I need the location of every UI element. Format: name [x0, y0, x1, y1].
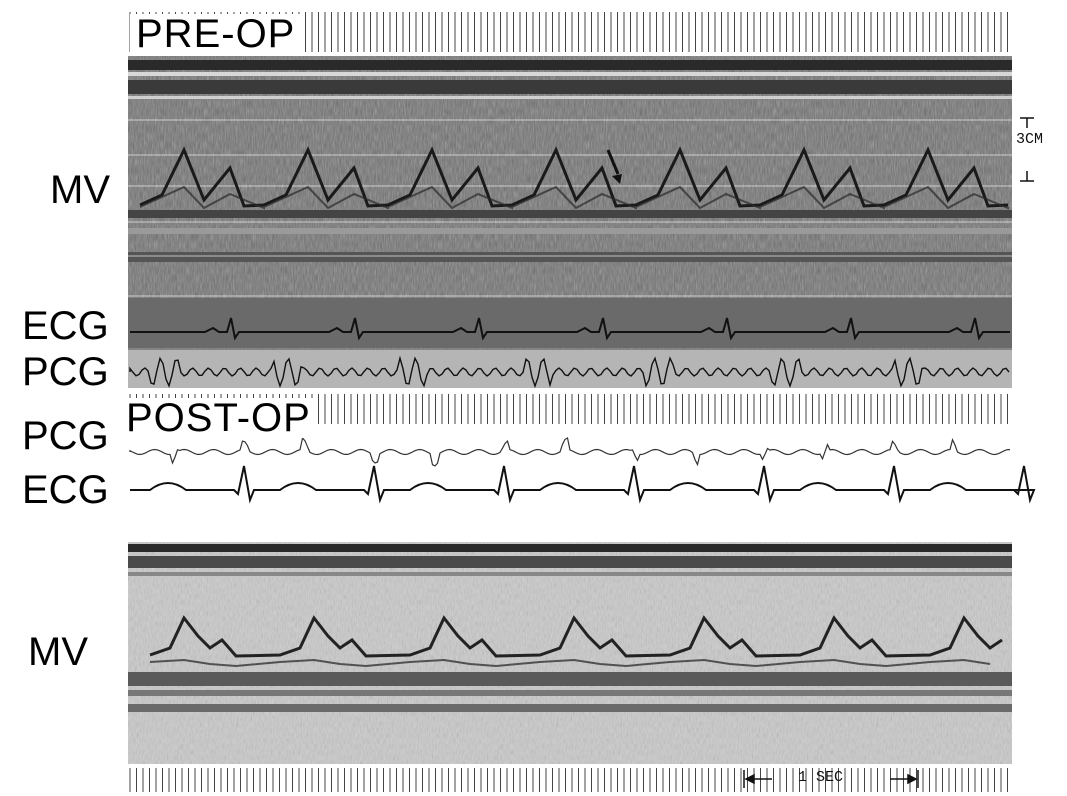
pre-op-band-4 — [128, 96, 1012, 99]
arrow-marker — [606, 149, 622, 184]
pre-op-ecg-strip — [128, 298, 1012, 348]
pre-op-band-6 — [128, 228, 1012, 234]
post-op-band-4 — [128, 672, 1012, 686]
time-tick-strip-bottom — [129, 768, 1008, 792]
pre-op-band-1 — [128, 60, 1012, 70]
time-scale-label: 1 SEC — [798, 769, 844, 786]
post-op-mv-trace-posterior — [149, 658, 991, 668]
depth-scale-label: 3CM — [1016, 131, 1044, 148]
time-scale-arrows — [743, 770, 919, 788]
pre-op-pcg-label: PCG — [22, 350, 109, 394]
post-op-mv-label: MV — [28, 630, 88, 674]
pre-op-band-2 — [128, 72, 1012, 76]
pre-op-mv-trace-posterior — [139, 185, 1009, 210]
pre-op-title: PRE-OP — [130, 14, 302, 54]
pre-op-mv-trace — [139, 146, 1009, 208]
pre-op-pcg-trace — [129, 355, 1010, 389]
post-op-panel — [128, 542, 1012, 764]
pre-op-ecg-trace — [130, 317, 1010, 341]
post-op-band-6 — [128, 704, 1012, 712]
pre-op-panel — [128, 12, 1012, 389]
post-op-mv-trace — [149, 615, 1003, 658]
post-op-band-1 — [128, 544, 1012, 552]
post-op-title: POST-OP — [120, 398, 317, 438]
post-op-band-5 — [128, 690, 1012, 696]
post-op-ecg-label: ECG — [22, 468, 109, 512]
pre-op-band-5 — [128, 210, 1012, 218]
pre-op-mv-label: MV — [50, 168, 110, 212]
pre-op-band-3 — [128, 80, 1012, 94]
post-op-band-2 — [128, 556, 1012, 568]
post-op-ecg-trace — [130, 465, 1036, 504]
pre-op-ecg-label: ECG — [22, 304, 109, 348]
post-op-pcg-trace — [129, 436, 1010, 467]
depth-scale-bracket — [1020, 117, 1034, 182]
post-op-pcg-label: PCG — [22, 414, 109, 458]
pre-op-band-7 — [128, 252, 1012, 262]
post-op-signals — [129, 436, 1036, 504]
post-op-echo-speckle — [128, 542, 1012, 764]
post-op-band-3 — [128, 572, 1012, 576]
